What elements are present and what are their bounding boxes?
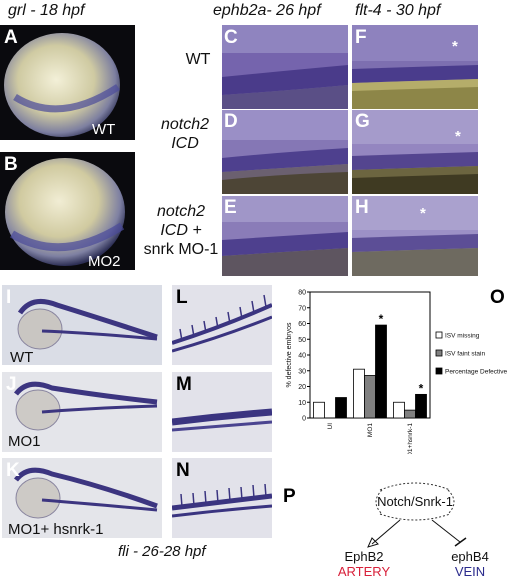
panel-i-condition: WT [10, 349, 34, 366]
y-tick-label: 80 [298, 290, 306, 297]
y-tick-label: 20 [298, 384, 306, 391]
bar [404, 409, 416, 419]
bar [393, 401, 405, 419]
defective-embryos-chart: 0 10 20 30 40 50 60 70 80 % defective embryos UI * M… [286, 290, 508, 455]
x-tick-label: MO1 [367, 423, 374, 437]
row-label-notch2-snrk-line1: notch2 [156, 203, 206, 220]
y-tick-label: 60 [298, 321, 306, 328]
legend-label: ISV faint stain [445, 351, 485, 358]
panel-label-p: P [283, 486, 296, 507]
panel-a-condition: WT [92, 121, 116, 138]
header-ephb2a: ephb2a- 26 hpf [213, 2, 321, 19]
panel-c-image [222, 25, 348, 109]
inhibition-line [431, 519, 461, 543]
x-tick-label: UI [327, 423, 334, 430]
panel-h-asterisk: * [420, 205, 426, 222]
row-label-wt: WT [185, 51, 211, 68]
panel-label-c: C [224, 27, 238, 48]
inhibition-bar [454, 537, 467, 547]
row-label-notch2-icd-line2: ICD [171, 135, 199, 152]
pathway-diagram: Notch/Snrk-1 EphB2 ephB4 ARTERY VEIN [338, 482, 489, 578]
panel-l-image [172, 285, 272, 365]
panel-label-a: A [4, 27, 18, 48]
legend-label: Percentage Defective [445, 369, 508, 376]
x-tick-label: MO1+hsnrk-1 [407, 423, 414, 454]
panel-g-image [352, 110, 478, 194]
panel-f-image [352, 25, 478, 109]
panel-f-asterisk: * [452, 38, 458, 55]
row-label-notch2-snrk-line3: snrk MO-1 [143, 241, 219, 258]
pathway-loop-left [375, 489, 383, 515]
panel-label-m: M [176, 374, 192, 395]
panel-a-image [0, 25, 135, 140]
y-tick-label: 30 [298, 368, 306, 375]
panel-label-b: B [4, 154, 18, 175]
panel-label-j: J [6, 374, 17, 395]
row-label-notch2-icd: notch2 ICD [150, 115, 220, 153]
bar [375, 324, 387, 419]
panel-k-image [2, 458, 162, 538]
panel-label-e: E [224, 197, 237, 218]
panel-label-f: F [355, 27, 367, 48]
panel-e-image [222, 196, 348, 276]
panel-label-h: H [355, 197, 369, 218]
panel-j-image [2, 372, 162, 452]
fli-caption: fli - 26-28 hpf [118, 543, 206, 560]
pathway-center-label: Notch/Snrk-1 [377, 494, 453, 509]
bar [335, 397, 347, 419]
panel-h-image [352, 196, 478, 276]
bar [313, 401, 325, 419]
activation-arrow [371, 519, 401, 545]
row-label-notch2-icd-snrk: notch2 ICD + snrk MO-1 [140, 202, 222, 259]
panel-b-image [0, 152, 135, 270]
row-label-notch2-icd-line1: notch2 [160, 116, 210, 133]
artery-label: ARTERY [338, 564, 391, 578]
panel-label-d: D [224, 111, 238, 132]
significance-asterisk: * [419, 381, 424, 395]
row-label-notch2-snrk-line2: ICD + [160, 222, 202, 239]
panel-label-l: L [176, 287, 188, 308]
panel-label-n: N [176, 460, 190, 481]
panel-label-o: O [490, 287, 505, 308]
ephb4-label: ephB4 [451, 549, 489, 564]
y-tick-label: 10 [298, 400, 306, 407]
header-grl: grl - 18 hpf [8, 2, 85, 19]
pathway-loop-top [379, 482, 451, 491]
panel-label-i: I [6, 287, 12, 308]
legend-swatch [435, 367, 443, 375]
pathway-loop-bottom [379, 513, 451, 521]
y-axis-label: % defective embryos [286, 322, 293, 387]
bar [415, 393, 427, 419]
significance-asterisk: * [379, 312, 384, 326]
panel-b-condition: MO2 [88, 253, 121, 270]
panel-i-image [2, 285, 162, 365]
y-tick-label: 40 [298, 353, 306, 360]
y-tick-label: 0 [302, 416, 306, 423]
y-tick-label: 50 [298, 337, 306, 344]
ephb2-label: EphB2 [344, 549, 383, 564]
panel-m-image [172, 372, 272, 452]
vein-label: VEIN [455, 564, 485, 578]
legend-swatch [435, 349, 443, 357]
legend-swatch [435, 331, 443, 339]
panel-n-image [172, 458, 272, 538]
y-tick-label: 70 [298, 305, 306, 312]
pathway-loop-right [447, 489, 455, 515]
panel-label-g: G [355, 111, 370, 132]
panel-label-k: K [6, 460, 20, 481]
header-flt4: flt-4 - 30 hpf [355, 2, 441, 19]
panel-k-condition: MO1+ hsnrk-1 [8, 521, 104, 538]
legend-label: ISV missing [445, 333, 480, 340]
panel-g-asterisk: * [455, 128, 461, 145]
panel-j-condition: MO1 [8, 433, 41, 450]
panel-d-image [222, 110, 348, 194]
activation-arrowhead [367, 537, 379, 548]
bar [353, 368, 365, 419]
bar [364, 375, 376, 419]
